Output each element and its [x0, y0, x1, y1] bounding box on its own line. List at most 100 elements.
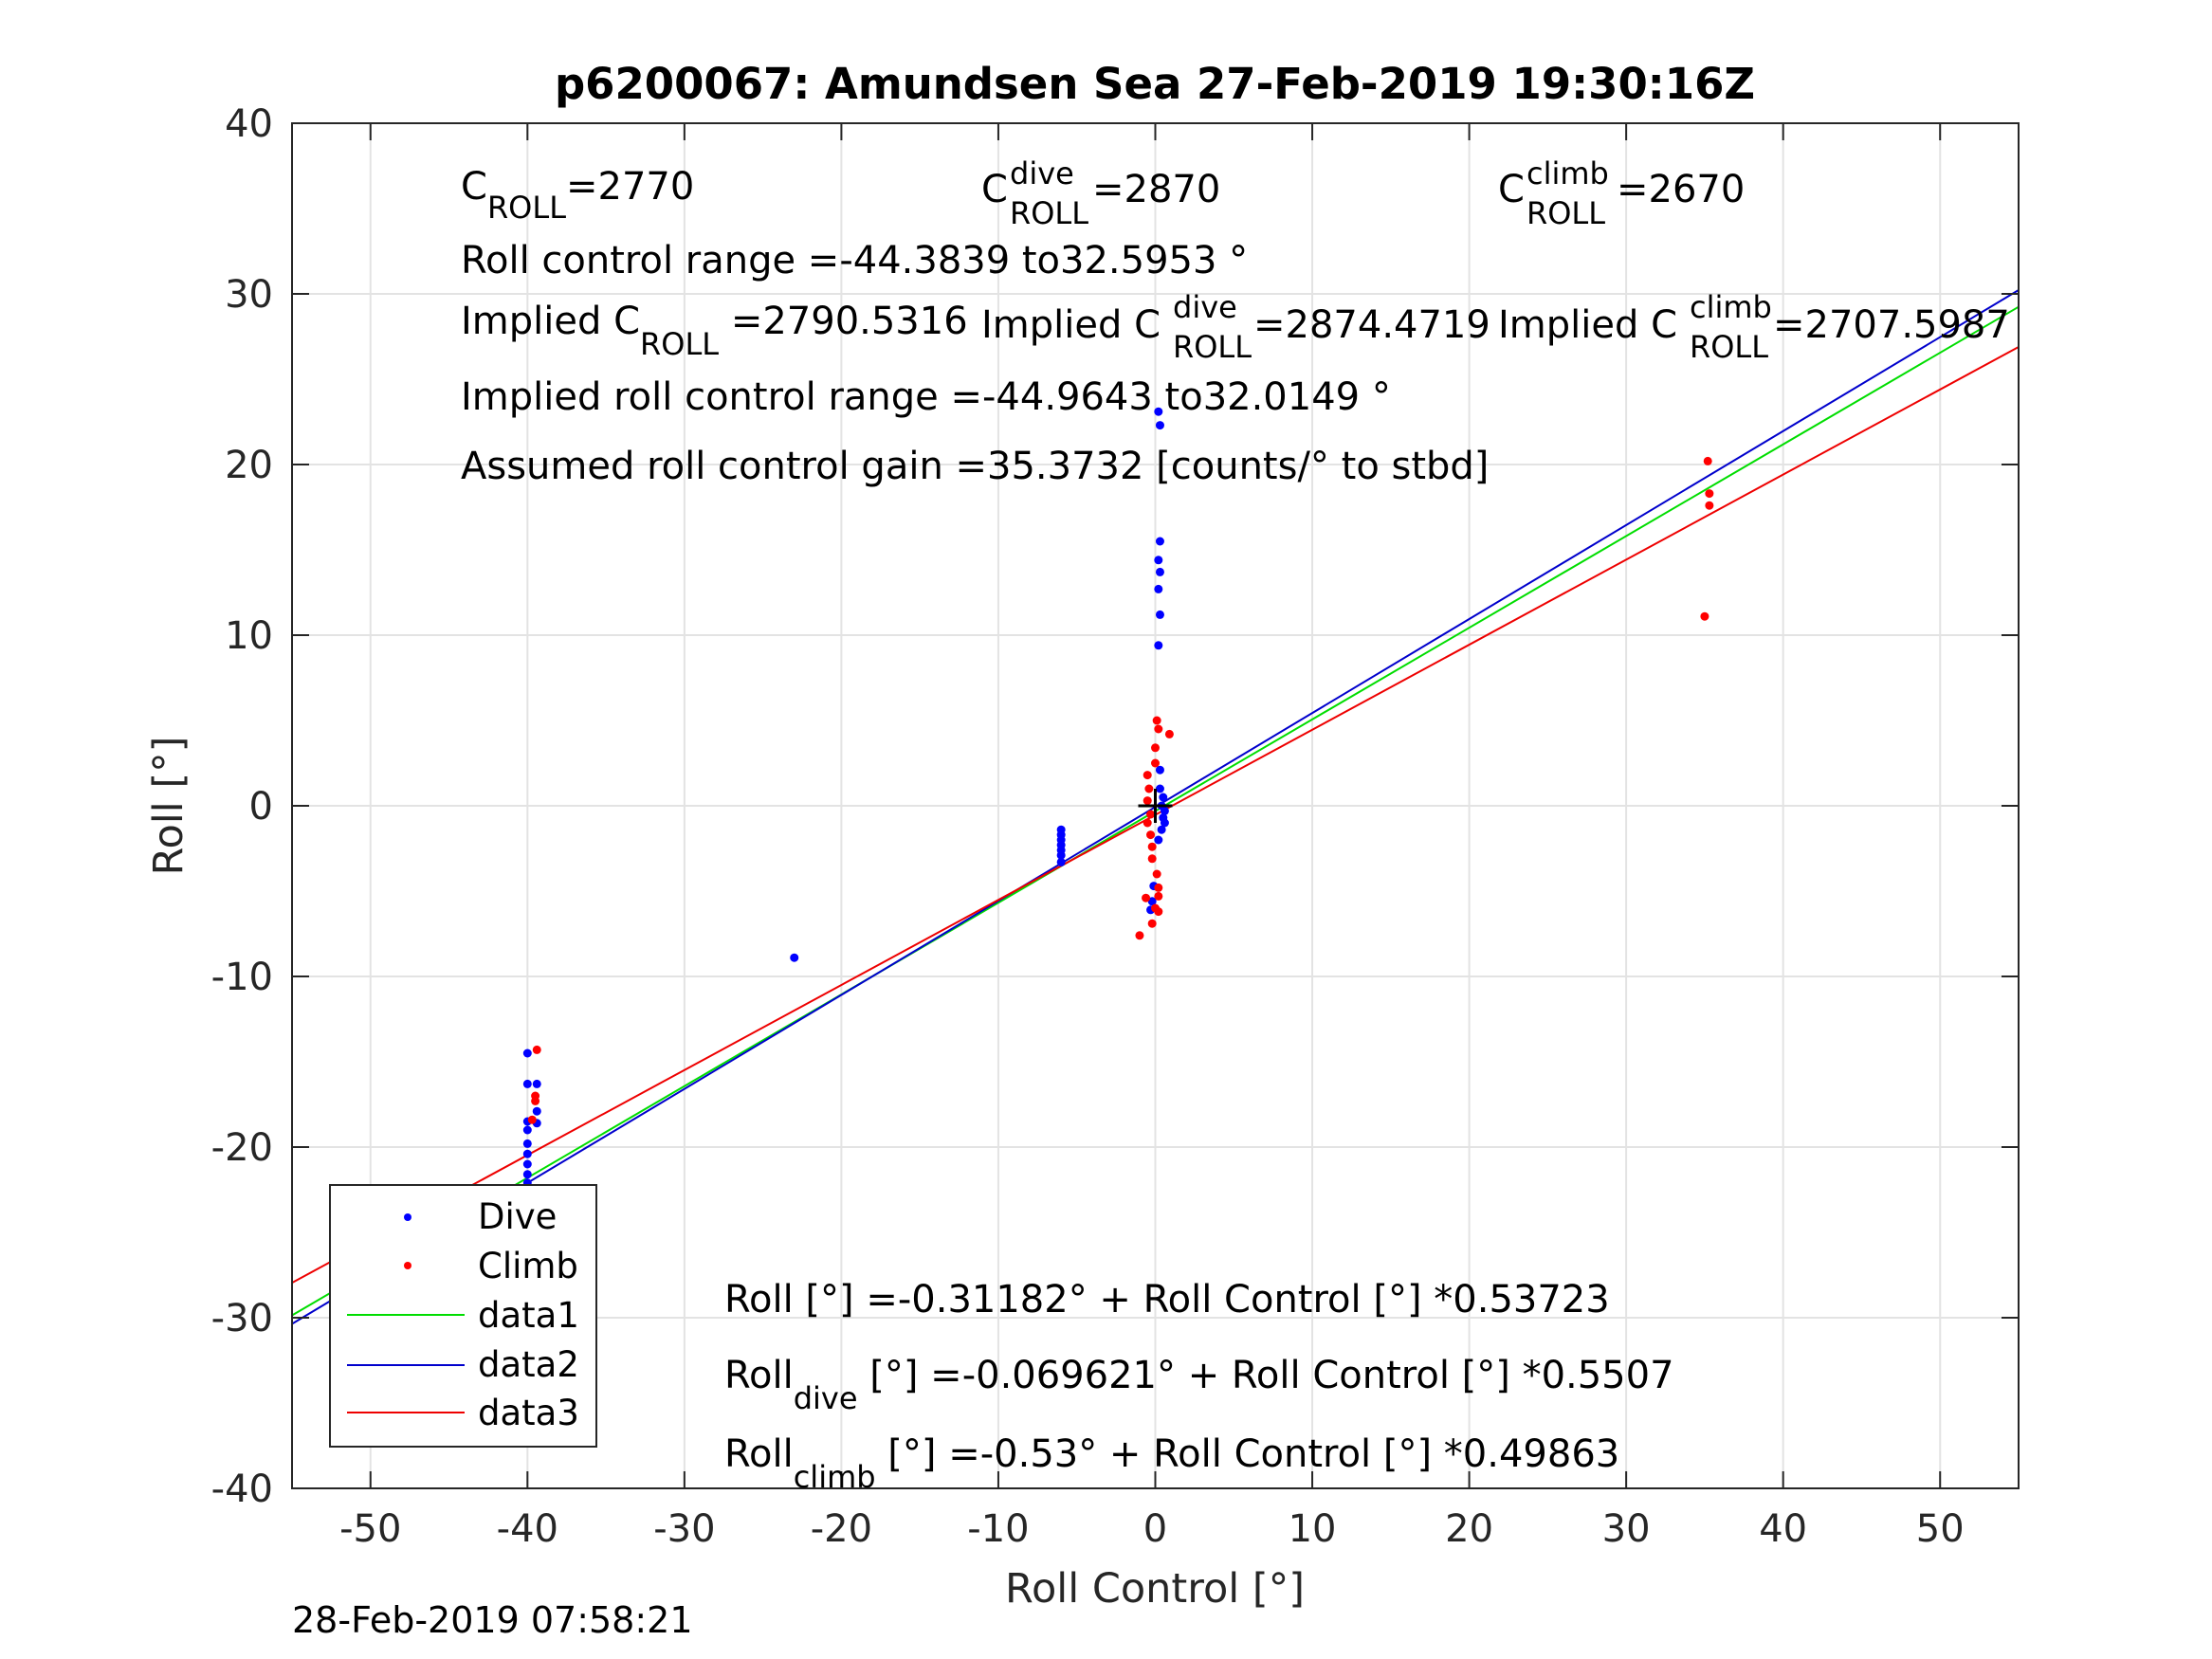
fit-equation-dive: Rolldive [°] =-0.069621° + Roll Control … [724, 1354, 1674, 1416]
y-tick-label: 30 [225, 273, 273, 317]
dive-point [1056, 850, 1066, 860]
dive-point [1147, 897, 1157, 906]
y-tick-label: 40 [225, 102, 273, 146]
dive-point [1154, 584, 1163, 593]
dive-point [1155, 421, 1164, 430]
climb-point [1143, 771, 1152, 780]
implied-c-climb-sub: ROLL [1690, 329, 1768, 365]
dive-point [1155, 567, 1164, 576]
x-tick-label: 30 [1602, 1507, 1651, 1551]
climb-point [1135, 931, 1144, 940]
climb-point [532, 1045, 541, 1054]
legend-climb-label: Climb [478, 1246, 578, 1286]
dive-point [1159, 793, 1168, 802]
implied-c-roll-sub: ROLL [640, 326, 719, 362]
dive-point [522, 1139, 532, 1148]
roll-control-range: Roll control range =-44.3839 to32.5953 ° [461, 239, 1248, 283]
climb-point [1147, 854, 1157, 864]
y-tick-labels: -40 -30 -20 -10 0 10 20 30 40 [211, 102, 273, 1511]
legend-climb-marker [404, 1262, 411, 1269]
dive-point [1154, 641, 1163, 650]
c-roll-main: C [461, 165, 487, 209]
x-tick-label: -30 [653, 1507, 715, 1551]
annotation-c-climb: C climb ROLL =2670 [1498, 155, 1745, 231]
x-axis-label: Roll Control [°] [1005, 1565, 1305, 1613]
implied-c-climb-value: =2707.5987 [1773, 303, 2010, 347]
legend-data2-label: data2 [478, 1344, 579, 1385]
x-tick-label: -10 [967, 1507, 1029, 1551]
dive-point [1154, 407, 1163, 416]
climb-point [1147, 842, 1157, 851]
annotation-c-roll: CROLL=2770 [461, 165, 694, 226]
climb-point [1152, 716, 1161, 725]
legend-data1-label: data1 [478, 1295, 579, 1336]
fit-equation-all: Roll [°] =-0.31182° + Roll Control [°] *… [724, 1278, 1610, 1322]
origin-marker [1138, 789, 1173, 823]
fit-dive-value: [°] =-0.069621° + Roll Control [°] *0.55… [858, 1354, 1674, 1397]
x-tick-label: -20 [811, 1507, 872, 1551]
dive-point [1154, 835, 1163, 845]
annotation-implied-c-dive: Implied C dive ROLL =2874.4719 [981, 289, 1490, 365]
climb-point [1705, 489, 1714, 499]
implied-c-dive-value: =2874.4719 [1253, 303, 1490, 347]
fit-climb-sub: climb [794, 1459, 876, 1495]
climb-point [1147, 919, 1157, 928]
implied-c-dive-sub: ROLL [1173, 329, 1252, 365]
legend-dive-label: Dive [478, 1196, 557, 1237]
climb-point [1142, 893, 1151, 902]
implied-c-roll-main: Implied C [461, 300, 640, 343]
chart-title: p6200067: Amundsen Sea 27-Feb-2019 19:30… [555, 59, 1755, 109]
svg-text:Rolldive [°] =-0.069621° + Rol: Rolldive [°] =-0.069621° + Roll Control … [724, 1354, 1674, 1416]
implied-c-dive-main: Implied C [981, 303, 1161, 347]
c-dive-value: =2870 [1092, 168, 1220, 211]
dive-point [1157, 825, 1166, 834]
annotation-c-dive: C dive ROLL =2870 [981, 155, 1220, 231]
implied-c-dive-sup: dive [1173, 289, 1237, 325]
svg-text:Implied CROLL =2790.5316: Implied CROLL =2790.5316 [461, 300, 968, 362]
x-tick-label: 10 [1289, 1507, 1337, 1551]
c-dive-main: C [981, 168, 1008, 211]
climb-point [1144, 784, 1154, 793]
legend: Dive Climb data1 data2 data3 [329, 1184, 597, 1448]
y-tick-label: -30 [211, 1297, 273, 1340]
x-tick-labels: -50 -40 -30 -20 -10 0 10 20 30 40 50 [339, 1507, 1965, 1551]
climb-point [1146, 810, 1156, 819]
climb-point [1700, 611, 1709, 621]
dive-point [1155, 537, 1164, 546]
climb-point [1151, 743, 1160, 753]
climb-point [1154, 724, 1163, 734]
dive-point [790, 953, 799, 962]
fit-dive-main: Roll [724, 1354, 794, 1397]
climb-point [1154, 907, 1163, 917]
climb-point [1705, 501, 1714, 510]
dive-point [522, 1149, 532, 1158]
annotation-implied-c-climb: Implied C climb ROLL =2707.5987 [1498, 289, 2010, 365]
implied-c-climb-main: Implied C [1498, 303, 1677, 347]
c-roll-value: =2770 [566, 165, 694, 209]
y-tick-label: 10 [225, 614, 273, 658]
dive-point [522, 1125, 532, 1135]
y-axis-label: Roll [°] [145, 737, 192, 876]
fit-climb-main: Roll [724, 1432, 794, 1476]
y-tick-label: 0 [249, 785, 273, 829]
y-tick-label: 20 [225, 444, 273, 487]
annotation-implied-c-roll: Implied CROLL =2790.5316 [461, 300, 968, 362]
implied-roll-control-range: Implied roll control range =-44.9643 to3… [461, 375, 1391, 419]
c-climb-sub: ROLL [1526, 195, 1605, 231]
climb-point [1154, 883, 1163, 892]
svg-text:CROLL=2770: CROLL=2770 [461, 165, 694, 226]
dive-point [522, 1159, 532, 1169]
fit-dive-sub: dive [794, 1380, 858, 1416]
climb-point [1146, 830, 1156, 840]
dive-point [522, 1170, 532, 1179]
dive-point [1155, 784, 1164, 793]
dive-point [532, 1106, 541, 1116]
x-tick-label: 0 [1143, 1507, 1167, 1551]
svg-text:Rollclimb [°] =-0.53° + Roll C: Rollclimb [°] =-0.53° + Roll Control [°]… [724, 1432, 1619, 1495]
dive-point [522, 1079, 532, 1088]
legend-data3-label: data3 [478, 1393, 579, 1433]
climb-point [1143, 796, 1152, 806]
axis-ticks [292, 122, 2019, 1489]
climb-point [1151, 758, 1160, 768]
